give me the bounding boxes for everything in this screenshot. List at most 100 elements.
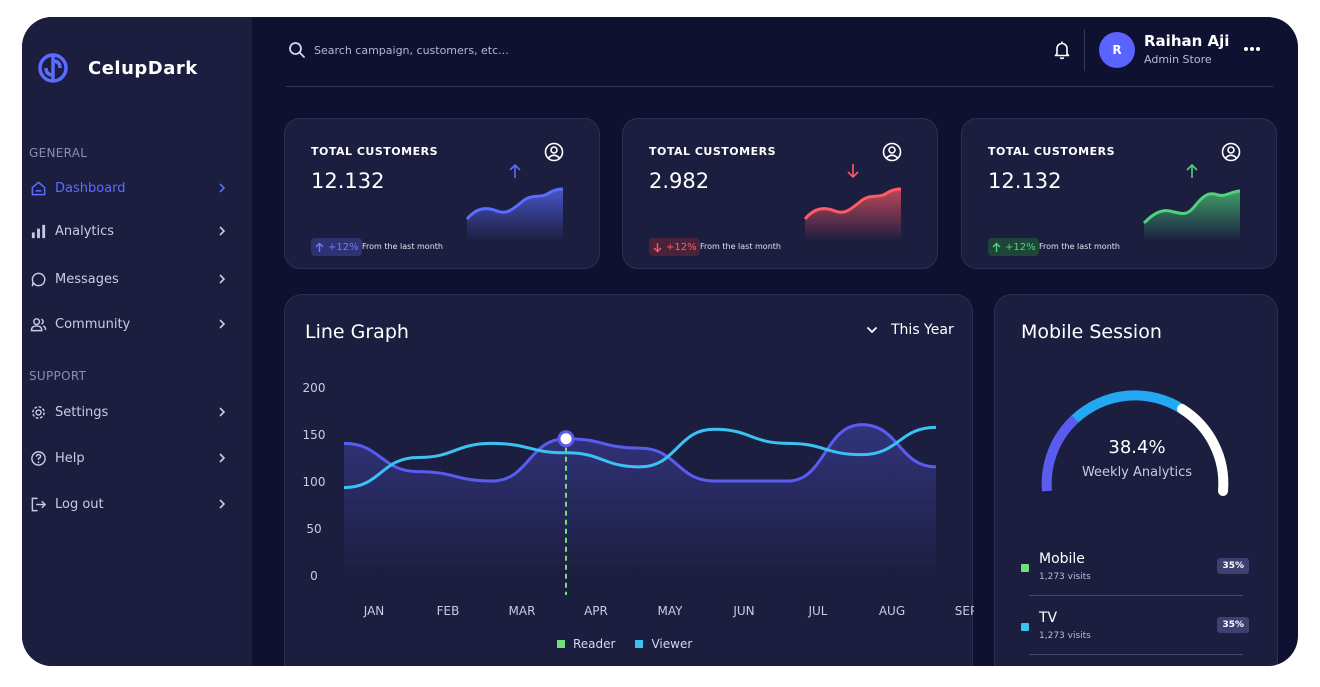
- legend-swatch: [557, 640, 565, 648]
- user-name: Raihan Aji: [1144, 32, 1230, 50]
- session-name: TV: [1039, 610, 1058, 626]
- sidebar-item-label: Help: [55, 450, 85, 466]
- chevron-right-icon: [219, 274, 226, 284]
- sidebar-item-dashboard[interactable]: Dashboard: [29, 176, 229, 200]
- sidebar-item-community[interactable]: Community: [29, 312, 229, 336]
- bell-icon[interactable]: [1053, 40, 1071, 60]
- arrow-down-icon: [847, 164, 859, 179]
- x-tick-label: AUG: [879, 604, 905, 618]
- change-note: From the last month: [362, 242, 443, 251]
- change-badge: +12%: [649, 238, 700, 256]
- legend-label: Reader: [573, 637, 616, 651]
- help-icon: [29, 449, 47, 467]
- y-tick-label: 100: [303, 475, 326, 489]
- session-percent-badge: 35%: [1217, 617, 1249, 633]
- celup-logo-icon: [38, 53, 68, 83]
- line-graph-card: Line Graph This Year 200 150 100 50 0 JAN FEB M…: [284, 294, 974, 666]
- chevron-right-icon: [219, 319, 226, 329]
- general-section-label: GENERAL: [29, 146, 88, 160]
- legend-item-viewer[interactable]: Viewer: [635, 637, 692, 651]
- arrow-up-icon: [1186, 163, 1198, 178]
- sidebar-item-help[interactable]: Help: [29, 446, 229, 470]
- users-icon: [29, 315, 47, 333]
- sidebar-item-analytics[interactable]: Analytics: [29, 219, 229, 243]
- logo[interactable]: CelupDark: [36, 51, 198, 85]
- app-window: CelupDark GENERAL Dashboard Analytics Me…: [22, 17, 1298, 666]
- legend-label: Viewer: [651, 637, 693, 651]
- sidebar-item-label: Messages: [55, 271, 119, 287]
- session-gauge: [1041, 390, 1229, 496]
- highlight-point: [557, 430, 575, 448]
- change-note: From the last month: [1039, 242, 1120, 251]
- change-value: +12%: [666, 241, 697, 253]
- x-tick-label: JUN: [732, 604, 754, 618]
- chevron-down-icon: [866, 326, 878, 334]
- change-badge: +12%: [988, 238, 1039, 256]
- y-tick-label: 150: [303, 428, 326, 442]
- y-tick-label: 0: [310, 569, 318, 583]
- period-label: This Year: [891, 322, 954, 338]
- stat-card-title: TOTAL CUSTOMERS: [649, 145, 776, 158]
- x-tick-label: APR: [584, 604, 608, 618]
- chevron-right-icon: [219, 226, 226, 236]
- series-line-viewer: [343, 425, 937, 490]
- y-tick-label: 200: [303, 381, 326, 395]
- legend-swatch: [635, 640, 644, 648]
- x-tick-label: MAY: [658, 604, 684, 618]
- session-divider: [1029, 595, 1243, 596]
- chevron-right-icon: [219, 453, 226, 463]
- stat-card[interactable]: TOTAL CUSTOMERS 2.982 +12% From the last…: [622, 118, 938, 269]
- chevron-right-icon: [219, 499, 226, 509]
- session-color-dot: [1021, 623, 1029, 631]
- sidebar-item-label: Analytics: [55, 223, 115, 239]
- avatar[interactable]: R: [1099, 32, 1135, 68]
- legend-item-reader[interactable]: Reader: [557, 637, 615, 651]
- stat-card[interactable]: TOTAL CUSTOMERS 12.132 +12% From the las…: [284, 118, 600, 269]
- gear-icon: [29, 403, 47, 421]
- x-tick-label: MAR: [509, 604, 536, 618]
- session-item-mobile[interactable]: Mobile 1,273 visits 35%: [1021, 551, 1249, 609]
- mobile-session-card: Mobile Session 38.4% Weekly Analytics Mo…: [994, 294, 1278, 666]
- session-name: Mobile: [1039, 551, 1085, 567]
- more-options-icon[interactable]: [1242, 41, 1262, 57]
- gauge-label: Weekly Analytics: [1081, 465, 1193, 480]
- chevron-right-icon: [219, 407, 226, 417]
- period-dropdown[interactable]: This Year: [865, 322, 954, 338]
- header-vertical-divider: [1084, 29, 1085, 71]
- change-note: From the last month: [700, 242, 781, 251]
- change-value: +12%: [328, 241, 359, 253]
- session-visits: 1,273 visits: [1039, 631, 1091, 641]
- session-item-tv[interactable]: TV 1,273 visits 35%: [1021, 610, 1249, 666]
- sidebar-item-settings[interactable]: Settings: [29, 400, 229, 424]
- y-tick-label: 50: [306, 522, 321, 536]
- message-icon: [29, 270, 47, 288]
- session-color-dot: [1021, 564, 1029, 572]
- chevron-right-icon: [219, 183, 226, 193]
- sparkline: [803, 187, 902, 241]
- user-circle-icon: [882, 142, 902, 162]
- arrow-down-icon: [653, 242, 662, 252]
- session-divider: [1029, 654, 1243, 655]
- line-chart: 200 150 100 50 0 JAN FEB MAR APR MAY JUN JUL AUG SEP: [303, 381, 974, 618]
- x-tick-label: FEB: [437, 604, 460, 618]
- bar-chart-icon: [29, 222, 47, 240]
- x-tick-label: JAN: [363, 604, 385, 618]
- stat-card[interactable]: TOTAL CUSTOMERS 12.132 +12% From the las…: [961, 118, 1277, 269]
- user-role: Admin Store: [1144, 53, 1212, 66]
- sidebar-item-logout[interactable]: Log out: [29, 492, 229, 516]
- x-tick-label: SEP: [955, 604, 974, 618]
- user-circle-icon: [544, 142, 564, 162]
- sidebar-item-label: Settings: [55, 404, 109, 420]
- stat-card-value: 12.132: [988, 169, 1062, 193]
- header-divider: [286, 86, 1273, 87]
- search-input[interactable]: [314, 39, 614, 61]
- stat-card-value: 2.982: [649, 169, 710, 193]
- sidebar-item-label: Dashboard: [55, 180, 126, 196]
- search-icon[interactable]: [288, 41, 306, 59]
- user-circle-icon: [1221, 142, 1241, 162]
- series-line-reader: [343, 423, 937, 483]
- x-tick-label: JUL: [807, 604, 827, 618]
- reader-area: [344, 424, 936, 575]
- line-graph-title: Line Graph: [305, 321, 409, 343]
- sidebar-item-messages[interactable]: Messages: [29, 267, 229, 291]
